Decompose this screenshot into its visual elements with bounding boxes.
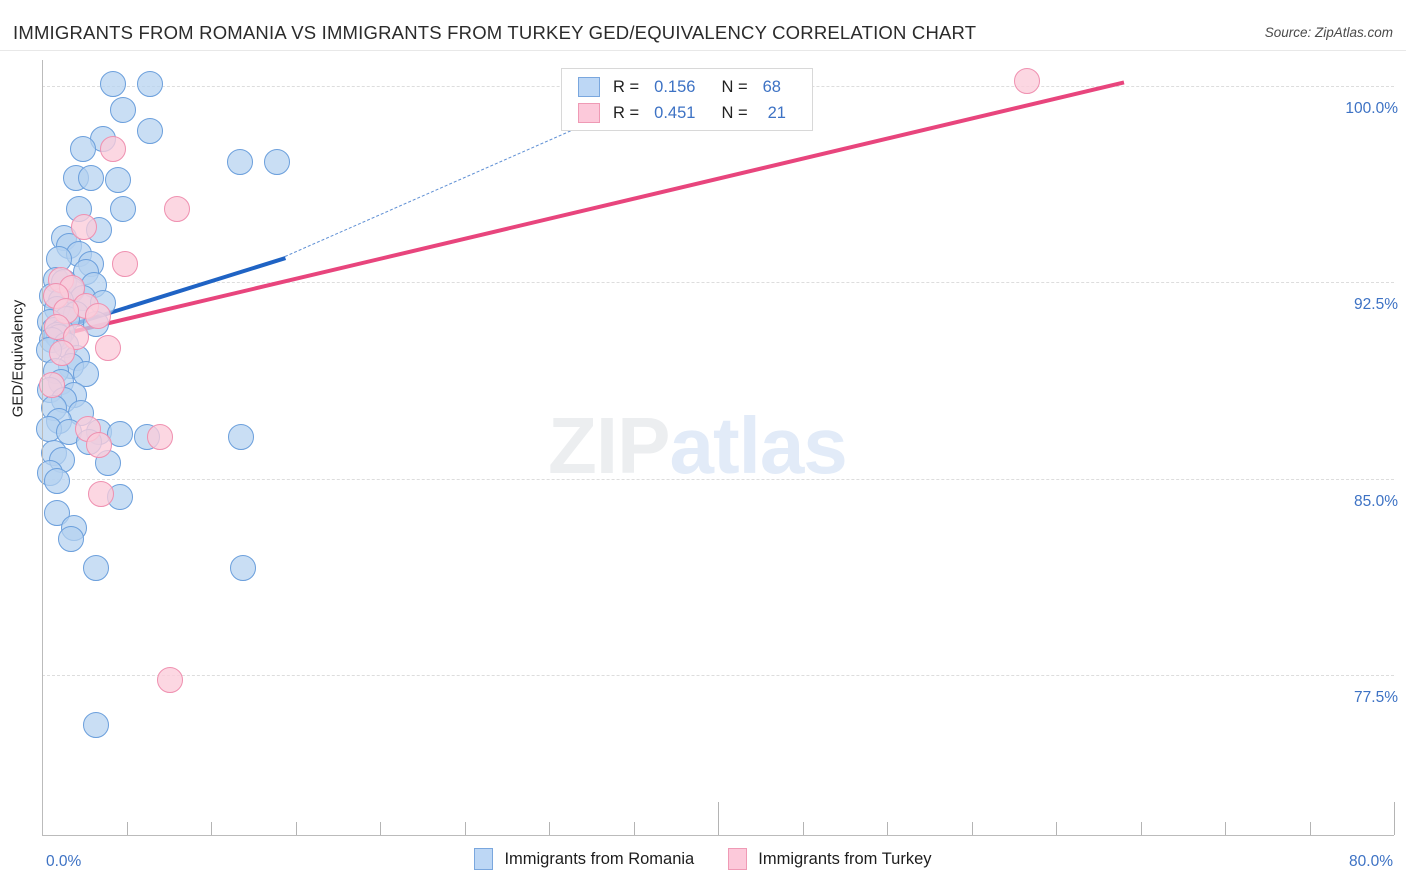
data-point[interactable]	[137, 117, 164, 144]
x-tick-minor	[1140, 822, 1142, 835]
stats-swatch-turkey	[578, 103, 600, 123]
x-tick-minor	[549, 822, 550, 835]
legend-item-romania[interactable]: Immigrants from Romania	[474, 848, 694, 870]
x-tick-minor	[1309, 822, 1311, 835]
stats-n-key-turkey: N =	[721, 103, 748, 122]
plot-area: ZIPatlas	[35, 60, 1394, 832]
x-axis-max-label: 80.0%	[1349, 853, 1393, 870]
x-tick-minor	[211, 822, 212, 835]
stats-r-key-turkey: R =	[613, 103, 640, 122]
data-point[interactable]	[83, 554, 110, 581]
data-point[interactable]	[39, 371, 66, 398]
y-axis-line	[42, 60, 43, 835]
legend-swatch-romania	[474, 848, 494, 870]
stats-row-romania: R = 0.156 N = 68	[578, 74, 781, 100]
data-point[interactable]	[1014, 67, 1041, 94]
data-point[interactable]	[99, 135, 126, 162]
data-point[interactable]	[110, 96, 137, 123]
header-divider	[0, 50, 1406, 51]
data-point[interactable]	[164, 196, 191, 223]
data-point[interactable]	[111, 251, 138, 278]
data-point[interactable]	[71, 214, 98, 241]
data-point[interactable]	[88, 481, 115, 508]
source-attribution: Source: ZipAtlas.com	[1264, 25, 1393, 40]
data-point[interactable]	[110, 196, 137, 223]
data-point[interactable]	[157, 667, 184, 694]
x-tick-minor	[126, 822, 128, 835]
data-point[interactable]	[99, 70, 126, 97]
x-tick-minor	[633, 822, 635, 835]
gridline	[42, 478, 1394, 480]
stats-swatch-romania	[578, 77, 600, 97]
x-tick-minor	[1056, 822, 1057, 835]
y-tick-label: 100.0%	[1345, 100, 1398, 118]
y-axis-label: GED/Equivalency	[9, 299, 27, 418]
data-point[interactable]	[57, 525, 84, 552]
data-point[interactable]	[44, 468, 71, 495]
watermark-atlas: atlas	[669, 401, 847, 490]
data-point[interactable]	[263, 149, 290, 176]
legend-swatch-turkey	[728, 848, 748, 870]
x-tick-major	[1394, 802, 1395, 835]
data-point[interactable]	[78, 164, 104, 191]
data-point[interactable]	[230, 554, 257, 581]
data-point[interactable]	[83, 711, 110, 738]
x-tick-minor	[802, 822, 804, 835]
page-title: IMMIGRANTS FROM ROMANIA VS IMMIGRANTS FR…	[13, 22, 977, 43]
gridline	[42, 674, 1394, 676]
watermark-zip: ZIP	[548, 401, 670, 490]
legend-item-turkey[interactable]: Immigrants from Turkey	[728, 848, 932, 870]
data-point[interactable]	[69, 135, 96, 162]
y-tick-label: 92.5%	[1354, 296, 1398, 314]
stats-r-value-turkey: 0.451	[654, 103, 696, 122]
legend-label-romania: Immigrants from Romania	[504, 849, 695, 868]
stats-r-key-romania: R =	[613, 77, 640, 96]
data-point[interactable]	[147, 423, 174, 450]
correlation-stats-box: R = 0.156 N = 68 R = 0.451 N = 21	[561, 68, 813, 131]
data-point[interactable]	[228, 423, 255, 450]
data-point[interactable]	[49, 340, 76, 367]
data-point[interactable]	[226, 149, 253, 176]
data-point[interactable]	[72, 361, 99, 388]
stats-n-value-turkey: 21	[767, 103, 786, 122]
x-tick-minor	[464, 822, 466, 835]
data-point[interactable]	[84, 303, 111, 330]
stats-n-value-romania: 68	[762, 77, 781, 96]
x-axis-line	[42, 835, 1394, 836]
x-tick-major	[718, 802, 719, 835]
gridline	[42, 282, 1394, 284]
data-point[interactable]	[86, 431, 113, 458]
data-point[interactable]	[105, 167, 132, 194]
x-tick-minor	[971, 822, 973, 835]
chart-legend: Immigrants from Romania Immigrants from …	[0, 848, 1406, 870]
stats-n-key-romania: N =	[721, 77, 748, 96]
y-tick-label: 85.0%	[1354, 492, 1398, 510]
data-point[interactable]	[137, 70, 164, 97]
legend-label-turkey: Immigrants from Turkey	[758, 849, 932, 868]
y-tick-label: 77.5%	[1354, 688, 1398, 706]
x-tick-minor	[295, 822, 297, 835]
stats-r-value-romania: 0.156	[654, 77, 696, 96]
x-axis-min-label: 0.0%	[46, 853, 82, 870]
stats-row-turkey: R = 0.451 N = 21	[578, 100, 786, 126]
x-tick-minor	[380, 822, 381, 835]
trendline-romania-dashed	[285, 130, 572, 258]
x-tick-minor	[1225, 822, 1226, 835]
x-tick-minor	[887, 822, 888, 835]
data-point[interactable]	[94, 334, 121, 361]
